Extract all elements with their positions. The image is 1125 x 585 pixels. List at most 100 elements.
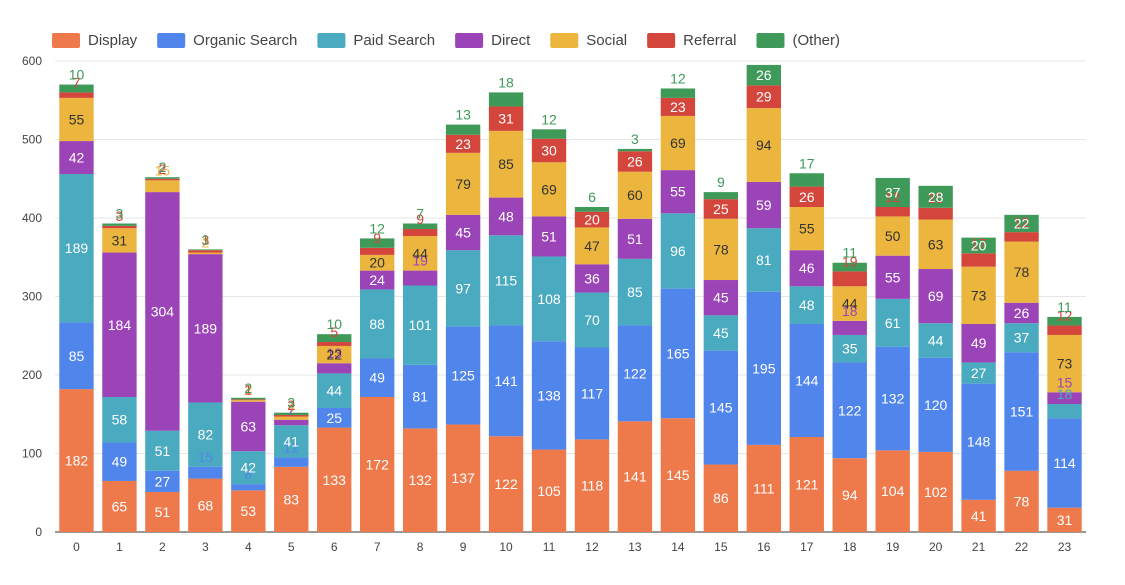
bar-segment[interactable] (145, 430, 180, 471)
legend-item[interactable]: Organic Search (157, 32, 297, 49)
bar-segment[interactable] (746, 291, 781, 445)
bar-segment[interactable] (703, 218, 739, 281)
bar-segment[interactable] (1047, 316, 1082, 326)
bar-segment[interactable] (402, 364, 438, 429)
bar-segment[interactable] (145, 177, 180, 179)
bar-segment[interactable] (402, 285, 438, 365)
bar-segment[interactable] (231, 397, 266, 400)
bar-segment[interactable] (317, 342, 352, 346)
bar-segment[interactable] (703, 280, 739, 316)
bar-segment[interactable] (617, 258, 653, 326)
bar-segment[interactable] (617, 148, 653, 152)
legend-item[interactable]: Referral (647, 32, 736, 49)
bar-segment[interactable] (789, 173, 824, 187)
bar-segment[interactable] (746, 108, 781, 182)
bar-segment[interactable] (918, 269, 953, 324)
bar-segment[interactable] (317, 427, 352, 532)
bar-segment[interactable] (188, 249, 223, 251)
bar-segment[interactable] (231, 451, 266, 485)
bar-segment[interactable] (488, 197, 524, 236)
bar-segment[interactable] (617, 171, 653, 219)
bar-segment[interactable] (317, 334, 352, 343)
bar-segment[interactable] (445, 214, 481, 251)
bar-segment[interactable] (832, 320, 867, 335)
bar-segment[interactable] (488, 92, 524, 107)
bar-segment[interactable] (360, 247, 395, 255)
legend-item[interactable]: Paid Search (317, 32, 435, 49)
bar-segment[interactable] (445, 424, 481, 532)
bar-segment[interactable] (703, 464, 739, 532)
bar-segment[interactable] (445, 124, 481, 135)
bar-segment[interactable] (231, 484, 266, 491)
bar-segment[interactable] (832, 458, 867, 532)
bar-segment[interactable] (961, 383, 996, 500)
legend-item[interactable]: Display (52, 32, 138, 49)
bar-segment[interactable] (274, 457, 309, 467)
bar-segment[interactable] (574, 207, 610, 212)
bar-segment[interactable] (231, 490, 266, 532)
legend-item[interactable]: (Other) (756, 32, 840, 49)
bar-segment[interactable] (875, 255, 910, 299)
bar-segment[interactable] (746, 444, 781, 532)
bar-segment[interactable] (703, 199, 739, 219)
bar-segment[interactable] (1047, 334, 1082, 393)
bar-segment[interactable] (145, 192, 180, 431)
bar-segment[interactable] (102, 396, 137, 443)
bar-segment[interactable] (660, 97, 696, 116)
bar-segment[interactable] (660, 115, 696, 171)
bar-segment[interactable] (789, 437, 824, 532)
bar-segment[interactable] (1047, 392, 1082, 405)
bar-segment[interactable] (789, 323, 824, 438)
bar-segment[interactable] (1004, 232, 1039, 242)
bar-segment[interactable] (531, 341, 567, 450)
bar-segment[interactable] (274, 466, 309, 532)
bar-segment[interactable] (746, 85, 781, 109)
bar-segment[interactable] (102, 480, 137, 532)
bar-segment[interactable] (102, 225, 137, 229)
bar-segment[interactable] (961, 253, 996, 267)
bar-segment[interactable] (445, 152, 481, 215)
bar-segment[interactable] (59, 322, 94, 390)
bar-segment[interactable] (531, 129, 567, 139)
bar-segment[interactable] (875, 298, 910, 347)
bar-segment[interactable] (875, 216, 910, 256)
bar-segment[interactable] (703, 350, 739, 465)
bar-segment[interactable] (574, 227, 610, 265)
bar-segment[interactable] (402, 236, 438, 271)
bar-segment[interactable] (317, 373, 352, 408)
bar-segment[interactable] (918, 323, 953, 358)
bar-segment[interactable] (1047, 325, 1082, 335)
bar-segment[interactable] (531, 256, 567, 342)
bar-segment[interactable] (102, 252, 137, 397)
legend[interactable]: Display Organic Search Paid Search Direct So… (52, 32, 840, 49)
bar-segment[interactable] (918, 219, 953, 270)
bar-segment[interactable] (102, 228, 137, 253)
bar-segment[interactable] (617, 151, 653, 172)
bar-segment[interactable] (918, 185, 953, 208)
bar-segment[interactable] (274, 419, 309, 426)
bar-segment[interactable] (1004, 241, 1039, 303)
bar-segment[interactable] (875, 346, 910, 451)
bar-segment[interactable] (832, 334, 867, 363)
bar-segment[interactable] (488, 235, 524, 326)
bar-segment[interactable] (918, 207, 953, 220)
bar-segment[interactable] (402, 223, 438, 229)
bar-segment[interactable] (102, 223, 137, 226)
bar-segment[interactable] (274, 425, 309, 458)
bar-segment[interactable] (746, 64, 781, 86)
bar-segment[interactable] (274, 416, 309, 420)
bar-segment[interactable] (531, 138, 567, 163)
bar-segment[interactable] (317, 407, 352, 428)
bar-segment[interactable] (402, 270, 438, 286)
bar-segment[interactable] (961, 237, 996, 254)
bar-segment[interactable] (660, 170, 696, 214)
bar-segment[interactable] (703, 192, 739, 200)
bar-segment[interactable] (875, 450, 910, 532)
bar-segment[interactable] (918, 357, 953, 452)
bar-segment[interactable] (875, 207, 910, 217)
bar-segment[interactable] (188, 402, 223, 467)
bar-segment[interactable] (660, 288, 696, 419)
bar-segment[interactable] (1004, 352, 1039, 471)
bar-segment[interactable] (660, 88, 696, 98)
bar-segment[interactable] (875, 177, 910, 208)
